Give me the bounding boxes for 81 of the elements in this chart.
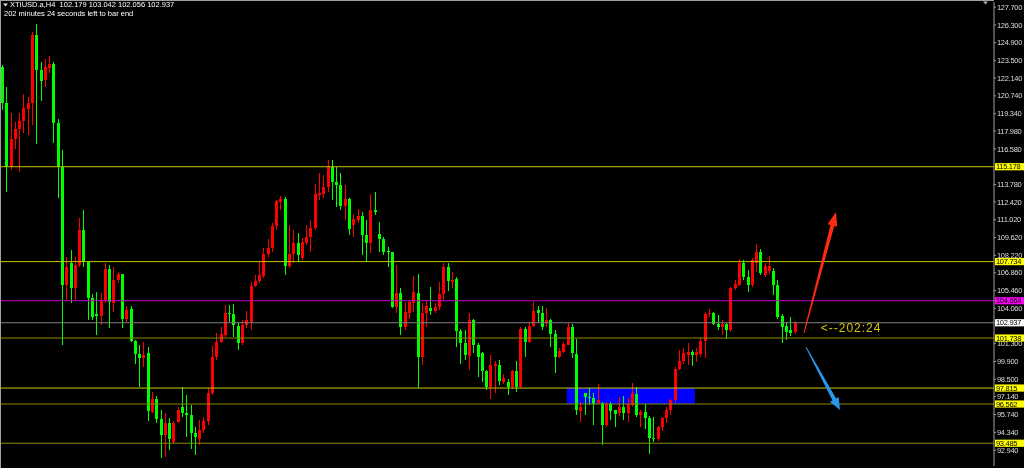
candlestick	[352, 213, 355, 238]
candlestick	[95, 291, 98, 336]
candlestick	[687, 342, 690, 366]
candlestick	[301, 237, 304, 261]
candlestick	[297, 232, 300, 263]
candlestick	[648, 415, 651, 455]
candlestick	[14, 121, 17, 150]
candlestick	[747, 269, 750, 293]
candlestick	[772, 267, 775, 296]
candlestick	[322, 174, 325, 199]
candlestick	[344, 184, 347, 221]
candlestick	[190, 404, 193, 450]
candlestick	[489, 354, 492, 400]
candlestick	[155, 395, 158, 424]
candlestick	[232, 303, 235, 338]
candlestick	[271, 222, 274, 253]
candlestick	[339, 172, 342, 211]
candlestick	[331, 159, 334, 201]
candlestick	[374, 191, 377, 216]
candlestick	[18, 112, 21, 173]
candlestick	[515, 360, 518, 393]
candlestick	[335, 166, 338, 208]
candlestick	[262, 247, 265, 279]
candlestick	[160, 409, 163, 459]
candlestick	[579, 401, 582, 423]
candlestick	[168, 417, 171, 451]
candlestick	[759, 248, 762, 276]
candlestick	[65, 256, 68, 301]
candlestick	[447, 262, 450, 292]
candlestick	[554, 329, 557, 374]
candlestick	[738, 258, 741, 287]
candlestick	[464, 329, 467, 361]
candlestick	[138, 344, 141, 388]
candlestick	[494, 360, 497, 394]
candlestick	[429, 286, 432, 316]
candlestick	[100, 292, 103, 326]
candlestick	[395, 264, 398, 314]
candlestick	[172, 420, 175, 444]
candlestick	[164, 412, 167, 458]
candlestick	[498, 359, 501, 386]
annotation: <--202:24	[820, 320, 882, 335]
candlestick	[652, 416, 655, 443]
candlestick	[198, 419, 201, 446]
candlestick	[541, 305, 544, 331]
candlestick	[327, 159, 330, 193]
candlestick	[404, 301, 407, 331]
candlestick	[601, 401, 604, 446]
candlestick	[742, 259, 745, 281]
candlestick	[292, 229, 295, 264]
candlestick	[91, 293, 94, 321]
candlestick	[309, 219, 312, 253]
candlestick	[485, 369, 488, 391]
candlestick	[477, 343, 480, 378]
candlestick	[618, 396, 621, 417]
candlestick	[438, 281, 441, 311]
candlestick	[224, 304, 227, 338]
candlestick	[361, 211, 364, 256]
candlestick	[74, 256, 77, 301]
candlestick	[644, 403, 647, 430]
candlestick	[378, 221, 381, 253]
candlestick	[112, 266, 115, 313]
candlestick	[605, 401, 608, 428]
candlestick	[215, 332, 218, 361]
candlestick	[622, 395, 625, 421]
candlestick	[40, 61, 43, 102]
candlestick	[181, 386, 184, 418]
candlestick	[549, 318, 552, 348]
candlestick	[789, 316, 792, 337]
candlestick	[678, 349, 681, 371]
candlestick	[142, 341, 145, 368]
candlestick	[532, 301, 535, 328]
candlestick	[365, 219, 368, 263]
candlestick	[27, 96, 30, 136]
candlestick	[22, 93, 25, 134]
candlestick	[194, 426, 197, 456]
candlestick	[134, 339, 137, 365]
candlestick	[382, 236, 385, 256]
candlestick	[44, 58, 47, 88]
candlestick	[781, 313, 784, 344]
candlestick	[185, 394, 188, 438]
candlestick	[412, 275, 415, 313]
